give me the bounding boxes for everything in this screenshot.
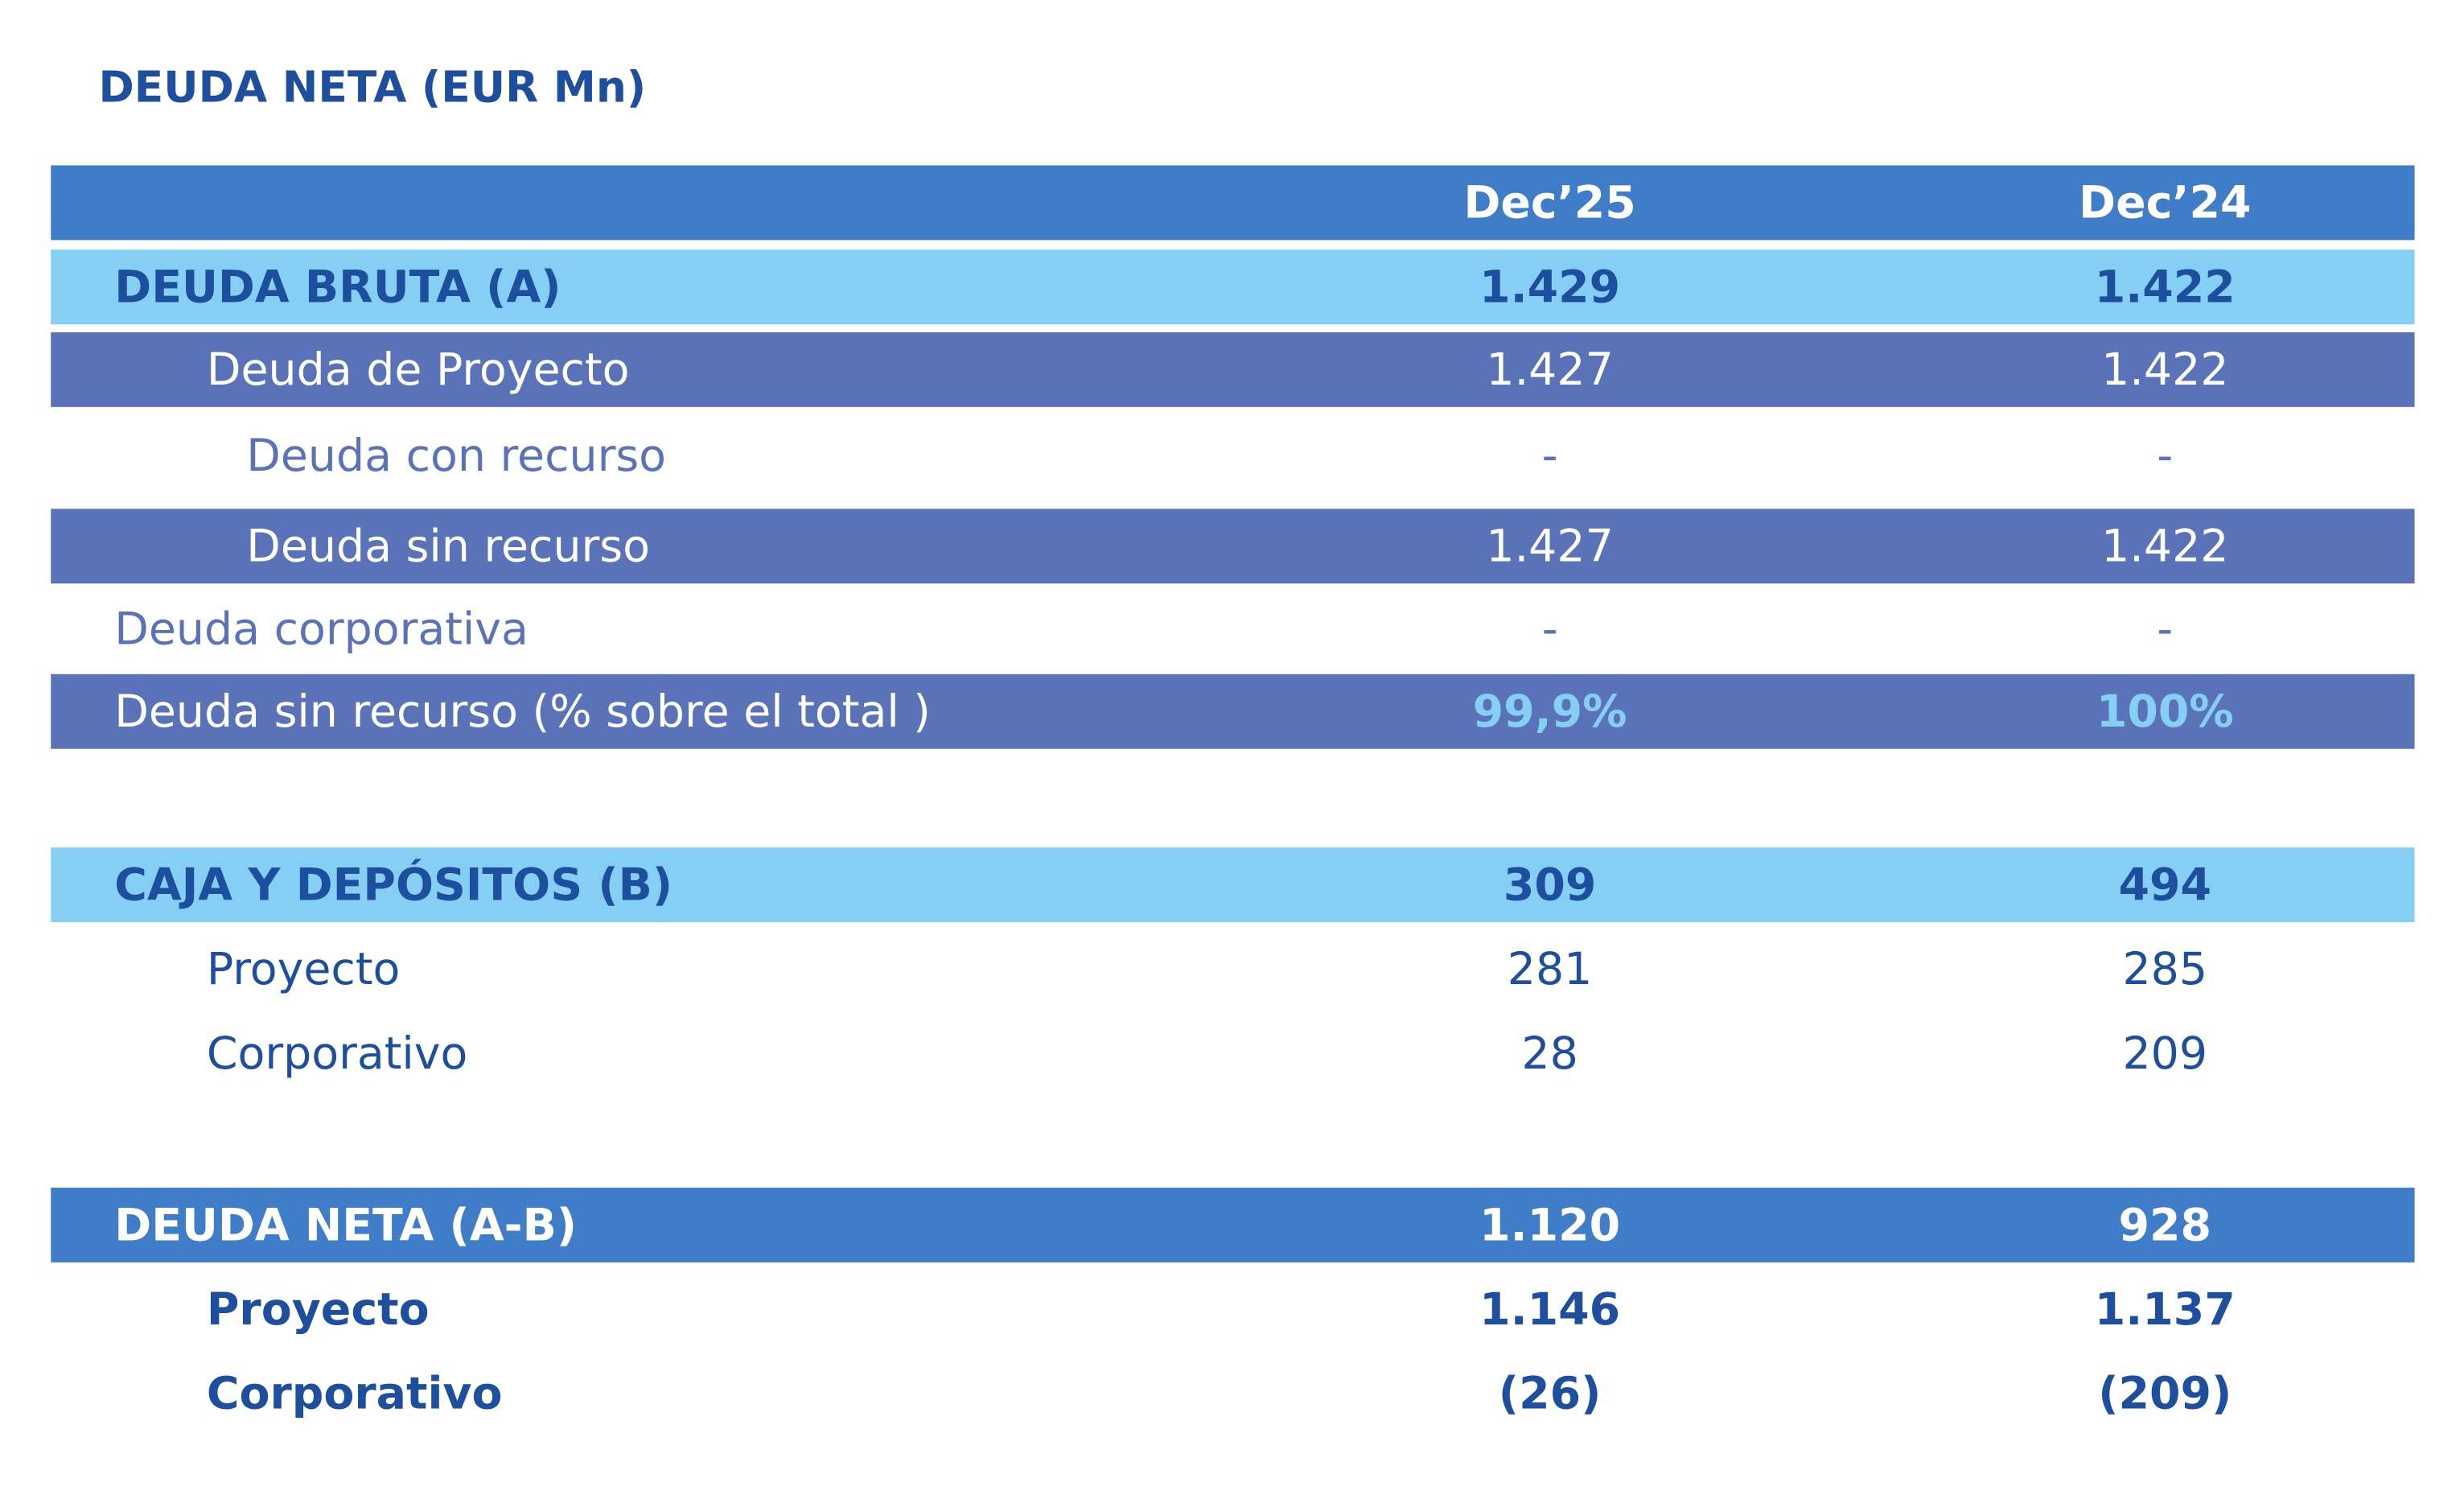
- row-label: Deuda con recurso: [246, 429, 667, 482]
- cell-value: 209: [2122, 1027, 2208, 1080]
- row-label: Proyecto: [206, 942, 401, 995]
- column-header: Dec’25: [1463, 176, 1636, 229]
- cell-value: -: [2157, 602, 2174, 656]
- row-label: Corporativo: [206, 1027, 468, 1080]
- cell-value: 1.146: [1479, 1283, 1621, 1336]
- row-label: Proyecto: [206, 1283, 430, 1336]
- cell-value: 281: [1507, 942, 1593, 995]
- table-row: CAJA Y DEPÓSITOS (B) 309 494: [51, 847, 2415, 923]
- cell-value: 1.120: [1479, 1198, 1621, 1252]
- cell-value: 28: [1521, 1027, 1578, 1080]
- row-label: Deuda de Proyecto: [206, 343, 630, 397]
- row-label: Corporativo: [206, 1367, 503, 1420]
- cell-value: 494: [2118, 859, 2212, 912]
- cell-value: -: [1541, 602, 1558, 656]
- cell-value: 1.427: [1486, 343, 1614, 397]
- row-label: DEUDA NETA (A-B): [114, 1198, 578, 1252]
- cell-value: 1.137: [2094, 1283, 2236, 1336]
- table-row: Proyecto 1.146 1.137: [51, 1272, 2414, 1347]
- cell-value: 100%: [2096, 685, 2234, 738]
- cell-value: -: [2157, 429, 2174, 482]
- row-label: Deuda corporativa: [114, 602, 529, 656]
- cell-value: 1.422: [2094, 261, 2236, 314]
- table-row: Proyecto 281 285: [51, 932, 2414, 1007]
- cell-value: (26): [1498, 1367, 1602, 1420]
- cell-value: 1.422: [2101, 343, 2229, 397]
- row-label: Deuda sin recurso (% sobre el total ): [114, 685, 931, 738]
- cell-value: 1.427: [1486, 520, 1614, 573]
- header-row: Dec’25 Dec’24: [51, 165, 2415, 241]
- table-row: Deuda sin recurso (% sobre el total ) 99,…: [51, 673, 2415, 749]
- cell-value: 1.429: [1479, 261, 1621, 314]
- title: DEUDA NETA (EUR Mn): [98, 64, 647, 113]
- table-row: DEUDA NETA (A-B) 1.120 928: [51, 1188, 2415, 1262]
- column-header: Dec’24: [2079, 176, 2252, 229]
- row-label: Deuda sin recurso: [246, 520, 650, 573]
- table-row: Deuda de Proyecto 1.427 1.422: [51, 332, 2415, 407]
- table-row: Deuda corporativa - -: [51, 591, 2414, 666]
- table-row: Corporativo (26) (209): [51, 1357, 2414, 1431]
- table-row: Deuda con recurso - -: [51, 418, 2414, 493]
- table-row: DEUDA BRUTA (A) 1.429 1.422: [51, 249, 2415, 325]
- cell-value: -: [1541, 429, 1558, 482]
- cell-value: 928: [2118, 1198, 2212, 1252]
- cell-value: 285: [2122, 942, 2208, 995]
- cell-value: 309: [1503, 859, 1597, 912]
- row-label: CAJA Y DEPÓSITOS (B): [114, 859, 673, 912]
- table-row: Corporativo 28 209: [51, 1016, 2414, 1091]
- cell-value: 99,9%: [1472, 685, 1627, 738]
- cell-value: (209): [2098, 1367, 2232, 1420]
- table-row: Deuda sin recurso 1.427 1.422: [51, 509, 2415, 584]
- cell-value: 1.422: [2101, 520, 2229, 573]
- row-label: DEUDA BRUTA (A): [114, 261, 561, 314]
